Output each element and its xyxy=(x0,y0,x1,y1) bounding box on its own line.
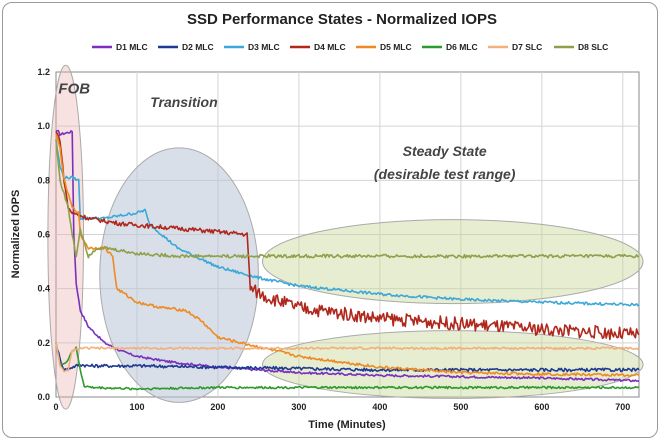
series-line-d3-mlc xyxy=(55,139,640,307)
legend-label: D3 MLC xyxy=(248,42,280,52)
annotation-fob: FOB xyxy=(58,81,90,98)
series-line-d7-slc xyxy=(55,342,640,373)
legend-label: D4 MLC xyxy=(314,42,346,52)
chart-title: SSD Performance States - Normalized IOPS xyxy=(187,11,497,28)
x-axis-label: Time (Minutes) xyxy=(308,419,386,431)
series-lines xyxy=(55,129,640,391)
annotation-steady: (desirable test range) xyxy=(374,166,516,182)
x-tick-label: 500 xyxy=(453,402,468,412)
legend-label: D8 SLC xyxy=(578,42,608,52)
annotation-transition: Transition xyxy=(150,94,217,110)
legend-label: D6 MLC xyxy=(446,42,478,52)
y-tick-label: 0.4 xyxy=(37,284,50,294)
x-tick-label: 200 xyxy=(210,402,225,412)
y-tick-label: 0.0 xyxy=(37,392,50,402)
x-tick-label: 400 xyxy=(372,402,387,412)
annotation-steady: Steady State xyxy=(403,143,487,159)
x-tick-label: 700 xyxy=(615,402,630,412)
legend-label: D2 MLC xyxy=(182,42,214,52)
legend: D1 MLC D2 MLC D3 MLC D4 MLC D5 MLC D6 MLC D7 S… xyxy=(92,42,608,52)
x-tick-label: 600 xyxy=(534,402,549,412)
y-tick-label: 0.8 xyxy=(37,175,50,185)
series-line-d6-mlc xyxy=(55,342,640,391)
legend-label: D7 SLC xyxy=(512,42,542,52)
annotation-labels: FOB Transition Steady State (desirable test… xyxy=(58,81,515,182)
steady-zone-upper xyxy=(261,219,644,305)
x-tick-label: 100 xyxy=(129,402,144,412)
legend-label: D1 MLC xyxy=(116,42,148,52)
series-line-d1-mlc xyxy=(55,129,640,383)
legend-label: D5 MLC xyxy=(380,42,412,52)
y-axis-label: Normalized IOPS xyxy=(10,190,22,279)
series-line-d4-mlc xyxy=(55,131,640,341)
x-tick-label: 300 xyxy=(291,402,306,412)
y-tick-label: 0.6 xyxy=(37,230,50,240)
axis-ticks: 0.0 0.2 0.4 0.6 0.8 1.0 1.2 0 100 200 300 400 500 600… xyxy=(37,67,630,412)
x-tick-label: 0 xyxy=(53,402,58,412)
y-tick-label: 0.2 xyxy=(37,338,50,348)
series-line-d2-mlc xyxy=(55,342,640,373)
series-line-d5-mlc xyxy=(55,134,640,378)
y-tick-label: 1.0 xyxy=(37,121,50,131)
series-line-d8-slc xyxy=(55,139,640,259)
y-tick-label: 1.2 xyxy=(37,67,50,77)
